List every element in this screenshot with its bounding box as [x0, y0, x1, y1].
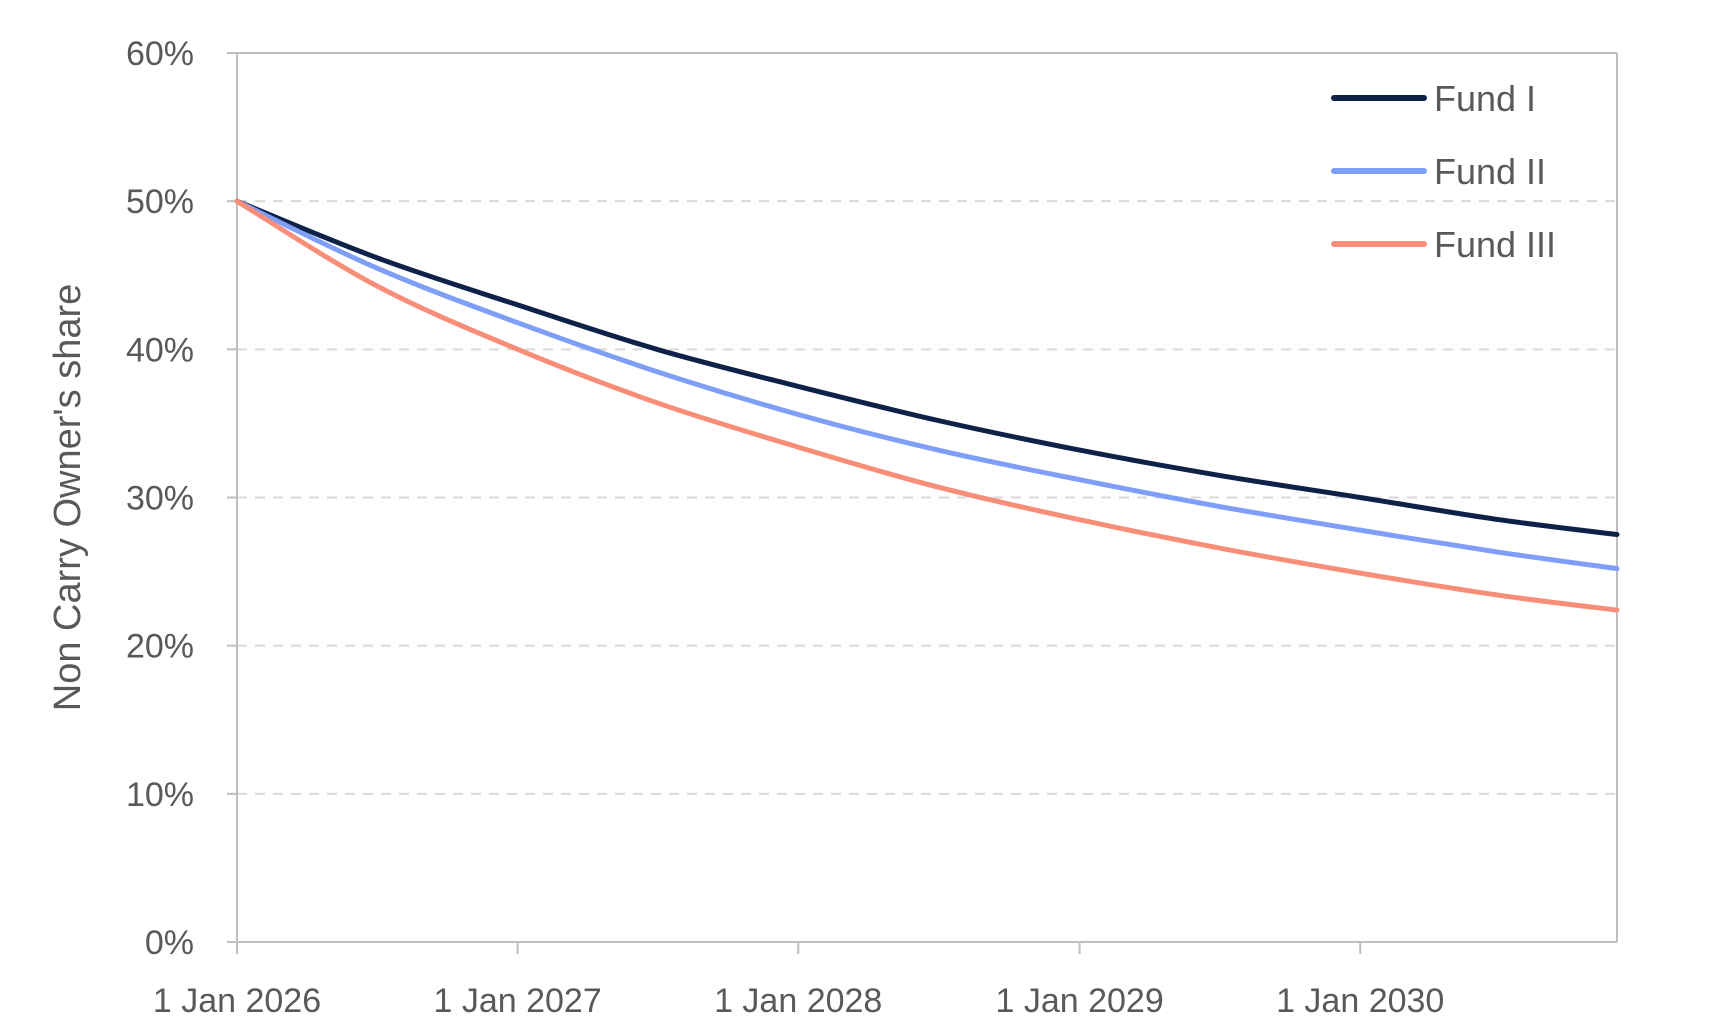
- x-tick-label: 1 Jan 2027: [433, 982, 601, 1020]
- y-tick-label: 20%: [126, 628, 194, 666]
- x-tick-label: 1 Jan 2026: [153, 982, 321, 1020]
- series-line-fund-3: [234, 198, 1620, 613]
- series-line-fund-2: [234, 198, 1620, 572]
- y-tick-label: 40%: [126, 331, 194, 369]
- legend-label: Fund II: [1434, 151, 1546, 192]
- series-lines: [234, 198, 1620, 613]
- x-tick-label: 1 Jan 2029: [995, 982, 1163, 1020]
- legend-item: Fund I: [1331, 78, 1536, 119]
- y-tick-label: 10%: [126, 776, 194, 814]
- axes: [227, 52, 1618, 954]
- legend: Fund I Fund II Fund III: [1331, 78, 1556, 265]
- legend-item: Fund II: [1331, 151, 1546, 192]
- gridlines: [237, 200, 1617, 795]
- y-tick-label: 60%: [126, 35, 194, 73]
- y-axis-title: Non Carry Owner's share: [47, 284, 89, 712]
- tick-labels: 0% 10% 20% 30% 40% 50% 60% 1 Jan 2026 1 Jan 2027…: [126, 35, 1444, 1020]
- y-tick-label: 30%: [126, 480, 194, 518]
- x-tick-label: 1 Jan 2028: [714, 982, 882, 1020]
- y-tick-label: 0%: [145, 924, 194, 962]
- x-tick-label: 1 Jan 2030: [1276, 982, 1444, 1020]
- y-tick-label: 50%: [126, 183, 194, 221]
- series-line-fund-1: [234, 198, 1620, 537]
- legend-label: Fund I: [1434, 78, 1536, 119]
- legend-label: Fund III: [1434, 224, 1556, 265]
- legend-item: Fund III: [1331, 224, 1556, 265]
